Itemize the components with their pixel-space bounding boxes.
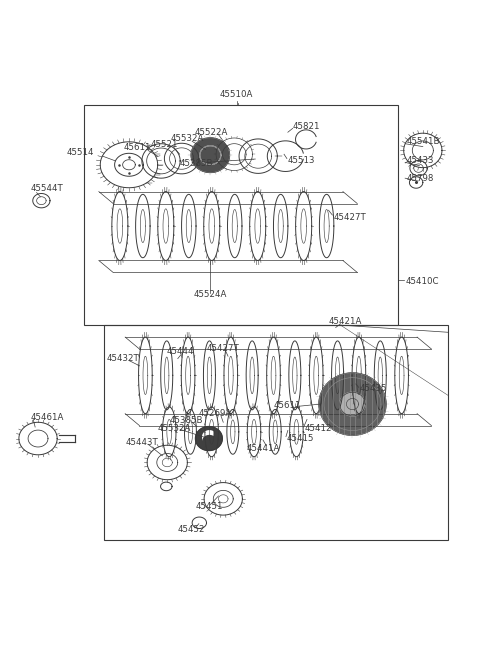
Text: 45821: 45821 <box>293 122 320 131</box>
Text: 45798: 45798 <box>406 174 433 183</box>
Text: 45427T: 45427T <box>333 213 366 222</box>
Text: 45385B: 45385B <box>169 416 203 425</box>
Bar <box>104 325 448 540</box>
Text: 45513: 45513 <box>288 157 315 166</box>
Text: 45444: 45444 <box>167 347 194 356</box>
Text: 45435: 45435 <box>360 384 387 393</box>
Text: 45544T: 45544T <box>30 184 63 193</box>
Text: 45611: 45611 <box>123 143 151 152</box>
Text: 45451: 45451 <box>195 502 223 512</box>
Text: 45522A: 45522A <box>194 128 228 137</box>
Text: 45510A: 45510A <box>220 90 253 99</box>
Text: 45427T: 45427T <box>207 344 240 353</box>
Polygon shape <box>340 392 365 416</box>
Text: 45532A: 45532A <box>157 424 191 432</box>
Text: 45524A: 45524A <box>193 290 227 299</box>
Text: 45421A: 45421A <box>329 317 362 326</box>
Polygon shape <box>191 138 229 172</box>
Polygon shape <box>319 373 386 435</box>
Text: 45452: 45452 <box>178 525 205 534</box>
Text: 45514: 45514 <box>67 148 94 157</box>
Text: 45415: 45415 <box>287 434 314 443</box>
Text: 45441A: 45441A <box>246 443 280 453</box>
Text: 45433: 45433 <box>406 157 433 166</box>
Text: 45412: 45412 <box>305 424 332 434</box>
Text: 45269A: 45269A <box>199 409 232 418</box>
Text: 45521: 45521 <box>151 140 178 149</box>
Text: 45532A: 45532A <box>171 134 204 143</box>
Polygon shape <box>195 426 222 451</box>
Text: 45432T: 45432T <box>107 354 139 363</box>
Text: 45385B: 45385B <box>179 159 213 168</box>
Text: 45443T: 45443T <box>125 438 158 447</box>
Bar <box>84 105 398 325</box>
Text: 45461A: 45461A <box>30 413 64 422</box>
Text: 45541B: 45541B <box>406 138 440 146</box>
Text: 45611: 45611 <box>273 401 300 409</box>
Text: 45410C: 45410C <box>405 277 439 286</box>
